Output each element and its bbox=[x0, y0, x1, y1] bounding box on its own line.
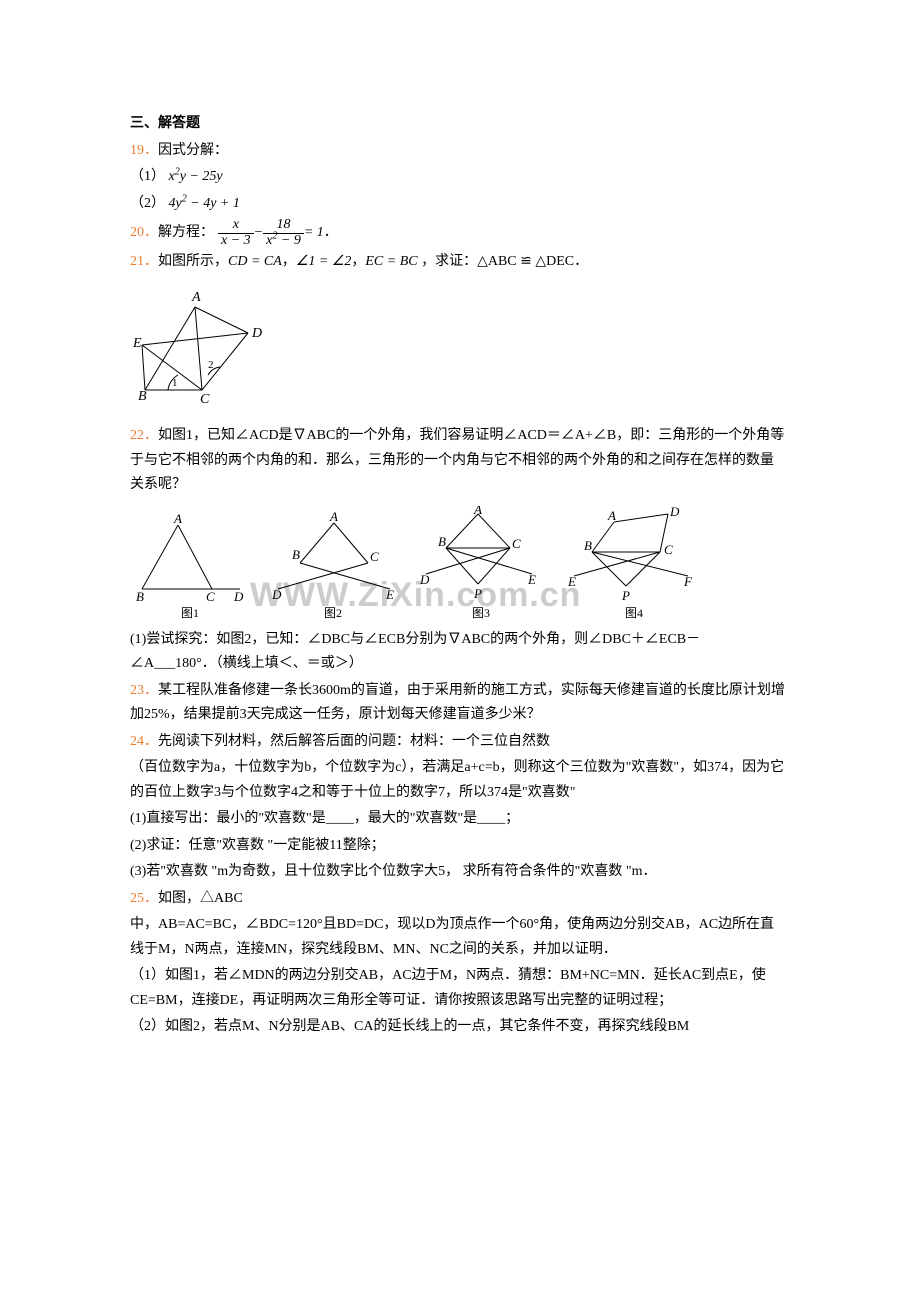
q21-after: ，求证： bbox=[418, 254, 478, 269]
fig-label-C: C bbox=[370, 549, 379, 564]
fig-label-A: A bbox=[173, 511, 182, 526]
q25-number: 25． bbox=[130, 891, 158, 906]
q22-figures: A B C D 图1 bbox=[130, 506, 785, 624]
fig-label-A: A bbox=[473, 506, 482, 517]
q23-text: 某工程队准备修建一条长3600m的盲道，由于采用新的施工方式，实际每天修建盲道的… bbox=[130, 683, 785, 723]
q24: 24．先阅读下列材料，然后解答后面的问题：材料：一个三位自然数 bbox=[130, 730, 785, 755]
q25: 25．如图，△ABC bbox=[130, 887, 785, 912]
q21-period: ． bbox=[574, 254, 588, 269]
q22-fig4: A B C D E F P 图4 bbox=[564, 506, 704, 624]
q21-fig-D: D bbox=[251, 326, 262, 341]
q20-frac1: x x − 3 bbox=[218, 218, 254, 248]
fig-label-E: E bbox=[385, 587, 394, 601]
q21-fig-C: C bbox=[200, 392, 210, 405]
q22-fig1: A B C D 图1 bbox=[130, 511, 250, 624]
fig-label-D: D bbox=[669, 506, 680, 519]
q24-p2: （百位数字为a，十位数字为b，个位数字为c），若满足a+c=b，则称这个三位数为… bbox=[130, 756, 785, 805]
fig-label-C: C bbox=[664, 542, 673, 557]
q25-p2: 中，AB=AC=BC，∠BDC=120°且BD=DC，现以D为顶点作一个60°角… bbox=[130, 913, 785, 962]
q21-sep2: ， bbox=[351, 254, 365, 269]
q21-sep1: ， bbox=[282, 254, 296, 269]
q20-frac2: 18 x2 − 9 bbox=[263, 218, 304, 248]
q20-suffix: ． bbox=[324, 221, 338, 246]
q21-cond1: CD = CA bbox=[228, 254, 282, 269]
q21-concl: △ABC ≌ △DEC bbox=[477, 254, 574, 269]
q20: 20． 解方程： x x − 3 − 18 x2 − 9 = 1 ． bbox=[130, 218, 785, 248]
q19-number: 19． bbox=[130, 143, 158, 158]
q22-fig1-label: 图1 bbox=[130, 603, 250, 624]
q20-number: 20． bbox=[130, 221, 158, 246]
q20-prefix: 解方程： bbox=[158, 221, 214, 246]
q22-sub1: (1)尝试探究：如图2，已知：∠DBC与∠ECB分别为∇ABC的两个外角，则∠D… bbox=[130, 628, 785, 677]
q20-minus: − bbox=[254, 221, 263, 246]
q24-s2: (2)求证：任意"欢喜数 "一定能被11整除； bbox=[130, 834, 785, 859]
q22-fig3: A B C D E P 图3 bbox=[416, 506, 546, 624]
fig-label-C: C bbox=[512, 536, 521, 551]
q25-s2: （2）如图2，若点M、N分别是AB、CA的延长线上的一点，其它条件不变，再探究线… bbox=[130, 1015, 785, 1040]
q24-s3: (3)若"欢喜数 "m为奇数，且十位数字比个位数字大5， 求所有符合条件的"欢喜… bbox=[130, 860, 785, 885]
q23: 23．某工程队准备修建一条长3600m的盲道，由于采用新的施工方式，实际每天修建… bbox=[130, 679, 785, 728]
q22-fig3-label: 图3 bbox=[416, 603, 546, 624]
q21: 21．如图所示，CD = CA，∠1 = ∠2，EC = BC ，求证：△ABC… bbox=[130, 250, 785, 275]
q19: 19．因式分解： bbox=[130, 139, 785, 164]
q20-eq: = 1 bbox=[304, 221, 324, 246]
q24-p1: 先阅读下列材料，然后解答后面的问题：材料：一个三位自然数 bbox=[158, 734, 550, 749]
q22-fig4-label: 图4 bbox=[564, 603, 704, 624]
q21-fig-ang1: 1 bbox=[172, 377, 178, 389]
q22: 22．如图1，已知∠ACD是∇ABC的一个外角，我们容易证明∠ACD＝∠A+∠B… bbox=[130, 424, 785, 498]
q21-cond3: EC = BC bbox=[365, 254, 417, 269]
q22-p1: 如图1，已知∠ACD是∇ABC的一个外角，我们容易证明∠ACD＝∠A+∠B，即：… bbox=[130, 428, 784, 492]
q22-fig2-label: 图2 bbox=[268, 603, 398, 624]
q21-fig-B: B bbox=[138, 389, 147, 404]
q19-title: 因式分解： bbox=[158, 143, 228, 158]
q24-s1: (1)直接写出：最小的"欢喜数"是____，最大的"欢喜数"是____； bbox=[130, 807, 785, 832]
fig-label-B: B bbox=[136, 589, 144, 601]
q19-part2-expr: 4y2 − 4y + 1 bbox=[169, 196, 240, 211]
fig-label-C: C bbox=[206, 589, 215, 601]
q20-frac2-bot: x2 − 9 bbox=[263, 234, 304, 249]
q21-fig-E: E bbox=[132, 336, 142, 351]
q21-fig-ang2: 2 bbox=[208, 359, 214, 371]
q25-s1: （1）如图1，若∠MDN的两边分别交AB，AC边于M，N两点．猜想：BM+NC=… bbox=[130, 964, 785, 1013]
section-title: 三、解答题 bbox=[130, 112, 785, 137]
q19-part2: （2） 4y2 − 4y + 1 bbox=[130, 192, 785, 217]
q19-part2-label: （2） bbox=[130, 196, 165, 211]
q21-before: 如图所示， bbox=[158, 254, 228, 269]
q19-part1: （1） x2y − 25y bbox=[130, 165, 785, 190]
q20-frac2-top: 18 bbox=[263, 218, 304, 234]
fig-label-B: B bbox=[438, 534, 446, 549]
q24-number: 24． bbox=[130, 734, 158, 749]
fig-label-D: D bbox=[233, 589, 244, 601]
q20-frac1-top: x bbox=[218, 218, 254, 234]
q22-fig2: A B C D E 图2 bbox=[268, 511, 398, 624]
q21-figure: A B C D E 1 2 bbox=[130, 285, 785, 415]
q21-cond2: ∠1 = ∠2 bbox=[296, 254, 352, 269]
q22-number: 22． bbox=[130, 428, 158, 443]
q23-number: 23． bbox=[130, 683, 158, 698]
fig-label-E: E bbox=[567, 574, 576, 589]
fig-label-B: B bbox=[584, 538, 592, 553]
q21-number: 21． bbox=[130, 254, 158, 269]
q20-frac1-bot: x − 3 bbox=[218, 234, 254, 249]
q19-part1-expr: x2y − 25y bbox=[169, 169, 223, 184]
fig-label-P: P bbox=[473, 586, 482, 601]
q19-part1-label: （1） bbox=[130, 169, 165, 184]
q25-p1: 如图，△ABC bbox=[158, 891, 243, 906]
fig-label-F: F bbox=[683, 574, 693, 589]
fig-label-D: D bbox=[419, 572, 430, 587]
fig-label-A: A bbox=[329, 511, 338, 524]
fig-label-P: P bbox=[621, 588, 630, 601]
fig-label-E: E bbox=[527, 572, 536, 587]
fig-label-D: D bbox=[271, 587, 282, 601]
fig-label-B: B bbox=[292, 547, 300, 562]
q21-fig-A: A bbox=[191, 290, 201, 305]
fig-label-A: A bbox=[607, 508, 616, 523]
